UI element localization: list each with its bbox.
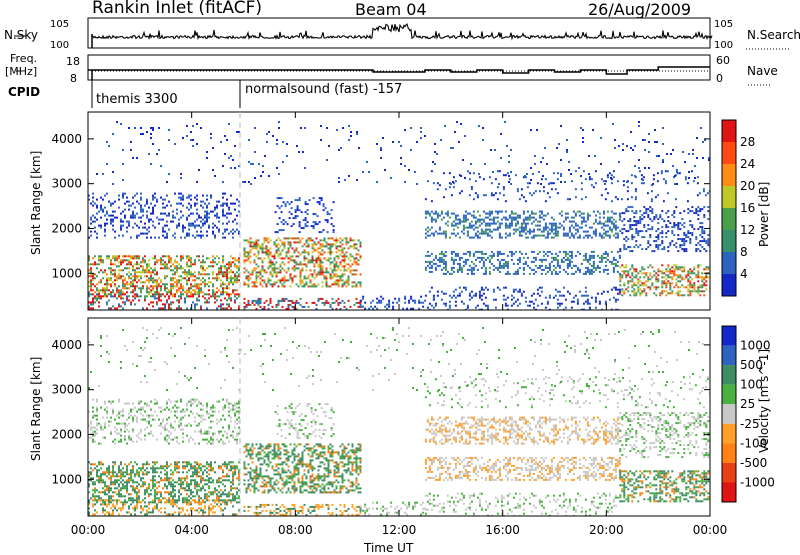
x-tick-label: 00:00 [693, 523, 728, 537]
cpid-mode-2: normalsound (fast) -157 [245, 82, 402, 97]
station-title: Rankin Inlet (fitACF) [92, 0, 262, 18]
velocity-colorbar-tick: 25 [740, 397, 755, 411]
velocity-colorbar-tick: -500 [740, 456, 767, 470]
nave-tick-high: 60 [716, 54, 730, 67]
power-y-tick-label: 4000 [51, 132, 82, 146]
x-tick-label: 00:00 [71, 523, 106, 537]
freq-panel-frame [88, 55, 710, 80]
power-colorbar-swatch [722, 120, 736, 142]
velocity-colorbar-tick: -1000 [740, 475, 775, 489]
velocity-y-axis-label: Slant Range [km] [29, 357, 43, 461]
power-scatter [88, 121, 711, 312]
nsky-tick-high: 105 [50, 19, 69, 30]
x-axis-label: Time UT [364, 541, 413, 555]
x-tick-label: 20:00 [589, 523, 624, 537]
power-colorbar-swatch [722, 142, 736, 164]
velocity-colorbar-label: Velocity [m s^-1] [757, 349, 771, 453]
nave-label: Nave [747, 64, 778, 78]
power-colorbar-label: Power [dB] [757, 182, 771, 247]
nsearch-tick-low: 100 [714, 40, 733, 51]
velocity-colorbar-swatch [722, 346, 736, 366]
power-colorbar-swatch [722, 252, 736, 274]
power-colorbar-swatch [722, 274, 736, 296]
power-colorbar-swatch [722, 164, 736, 186]
velocity-colorbar-swatch [722, 365, 736, 385]
velocity-colorbar-swatch [722, 385, 736, 405]
x-tick-label: 08:00 [278, 523, 313, 537]
velocity-colorbar-swatch [722, 463, 736, 483]
freq-tick-low: 8 [70, 72, 77, 85]
x-tick-label: 04:00 [174, 523, 209, 537]
power-y-tick-label: 2000 [51, 221, 82, 235]
velocity-colorbar-swatch [722, 482, 736, 502]
power-colorbar-swatch [722, 208, 736, 230]
nave-trace [88, 67, 710, 80]
nsearch-label: N.Search [747, 28, 800, 42]
freq-tick-high: 18 [66, 55, 80, 68]
velocity-y-tick-label: 1000 [51, 472, 82, 486]
nsearch-tick-high: 105 [714, 19, 733, 30]
velocity-colorbar-swatch [722, 326, 736, 346]
nave-tick-low: 0 [716, 72, 723, 85]
power-colorbar-swatch [722, 230, 736, 252]
velocity-y-tick-label: 2000 [51, 427, 82, 441]
nsky-panel-frame [88, 18, 710, 48]
freq-label-1: Freq. [10, 52, 37, 65]
power-y-axis-label: Slant Range [km] [29, 151, 43, 255]
power-colorbar-tick: 12 [740, 223, 755, 237]
freq-label-2: [MHz] [5, 65, 37, 78]
power-colorbar-tick: 8 [740, 245, 748, 259]
velocity-scatter [88, 327, 711, 518]
power-colorbar-tick: 24 [740, 157, 755, 171]
cpid-label: CPID [8, 85, 40, 99]
date-label: 26/Aug/2009 [588, 0, 691, 19]
velocity-colorbar-swatch [722, 443, 736, 463]
velocity-colorbar-swatch [722, 404, 736, 424]
power-y-tick-label: 3000 [51, 177, 82, 191]
power-colorbar-tick: 28 [740, 135, 755, 149]
velocity-y-tick-label: 3000 [51, 383, 82, 397]
nsky-label: N.Sky [4, 28, 38, 42]
power-y-tick-label: 1000 [51, 266, 82, 280]
power-colorbar-swatch [722, 186, 736, 208]
power-colorbar-tick: 16 [740, 201, 755, 215]
velocity-y-tick-label: 4000 [51, 338, 82, 352]
power-colorbar-tick: 20 [740, 179, 755, 193]
nsky-trace [92, 24, 712, 38]
power-colorbar-tick: 4 [740, 267, 748, 281]
x-tick-label: 12:00 [382, 523, 417, 537]
x-tick-label: 16:00 [485, 523, 520, 537]
velocity-colorbar-swatch [722, 424, 736, 444]
nsky-tick-low: 100 [50, 40, 69, 51]
cpid-mode-1: themis 3300 [96, 92, 178, 107]
beam-label: Beam 04 [355, 0, 427, 19]
